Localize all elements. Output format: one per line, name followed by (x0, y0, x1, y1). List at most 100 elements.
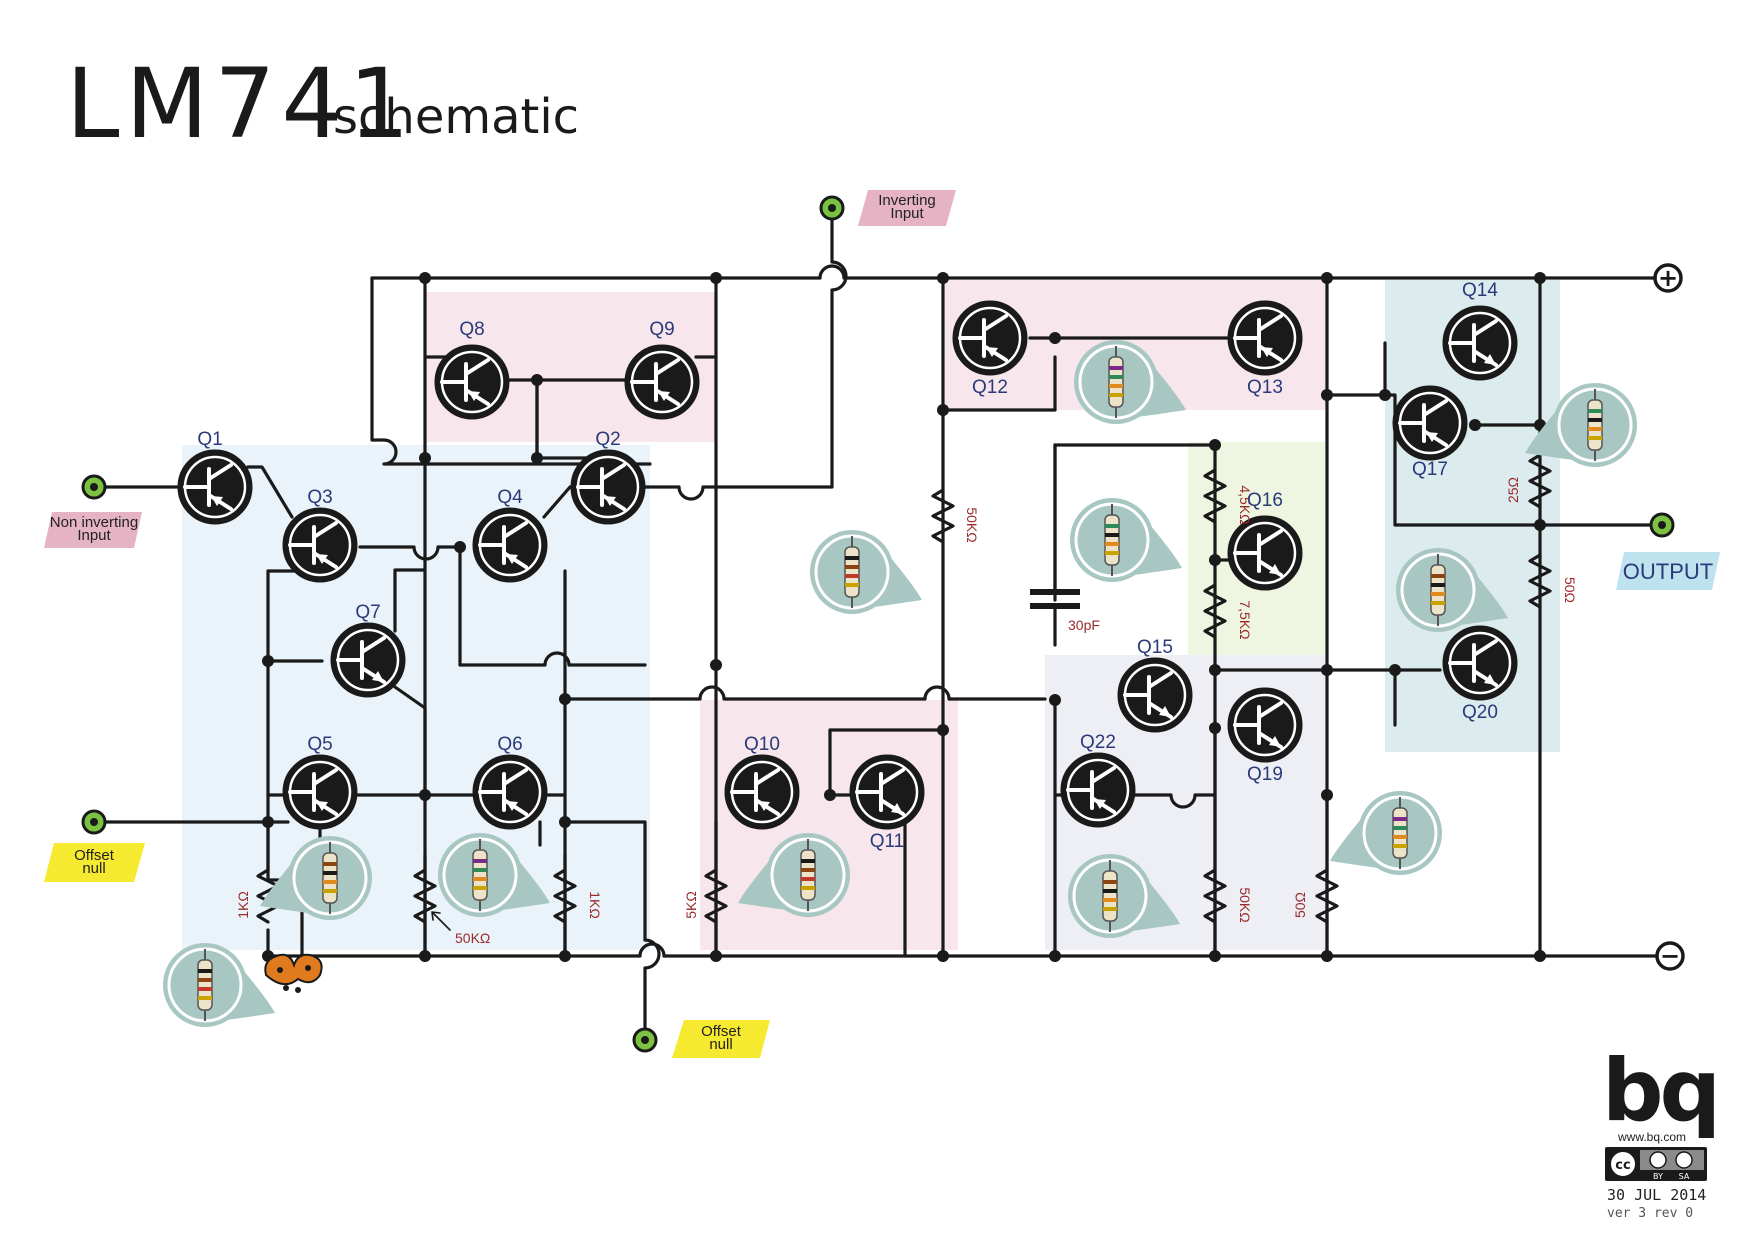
vminus-icon: − (1660, 942, 1680, 970)
junctions (262, 272, 1546, 962)
footer-logo: bq www.bq.com cc BY SA 30 JUL 2014 ver 3… (1602, 1041, 1721, 1221)
resistor-25 (1528, 453, 1552, 509)
label-q10: Q10 (744, 734, 780, 755)
label-offset-null-left: Offset null (44, 843, 145, 882)
label-inverting-input: Inverting Input (858, 190, 956, 226)
by-icon: BY (1653, 1172, 1663, 1181)
capacitor-30pf (1030, 443, 1080, 647)
inverting-input-text: Inverting Input (878, 192, 936, 222)
label-offset-null-bottom: Offset null (672, 1020, 770, 1058)
label-q13: Q13 (1247, 377, 1283, 398)
output-terminal[interactable] (1649, 512, 1675, 538)
label-1k-left: 1KΩ (235, 891, 251, 919)
resistor-badge-icon (810, 530, 922, 614)
label-50-q19: 50Ω (1292, 892, 1308, 918)
offset-null-bottom-text: Offset null (701, 1023, 742, 1053)
label-q14: Q14 (1462, 280, 1498, 301)
output-text: OUTPUT (1623, 559, 1713, 584)
transistor-q10 (724, 754, 800, 830)
cc-license-badge: cc BY SA (1605, 1147, 1707, 1181)
label-q8: Q8 (459, 319, 484, 340)
resistor-1k-right (553, 868, 577, 924)
transistor-q22 (1060, 752, 1136, 828)
resistor-4-5k (1203, 468, 1227, 524)
resistor-badge-icon (438, 833, 550, 917)
brand-url: www.bq.com (1617, 1130, 1686, 1144)
component-labels: 1KΩ 50KΩ 1KΩ 5KΩ 50KΩ 4,5KΩ 7,5KΩ 50KΩ 5… (235, 477, 1578, 946)
label-q5: Q5 (307, 734, 332, 755)
label-q19: Q19 (1247, 764, 1283, 785)
inverting-input-terminal[interactable] (819, 195, 845, 221)
footer-version: ver 3 rev 0 (1607, 1206, 1693, 1221)
label-output: OUTPUT (1616, 552, 1720, 590)
label-q11: Q11 (870, 831, 905, 852)
transistor-q17 (1392, 385, 1468, 461)
resistor-badges (163, 340, 1637, 1027)
transistor-q12 (952, 300, 1028, 376)
resistor-badge-icon (1068, 854, 1180, 938)
resistor-badge-icon (1074, 340, 1186, 424)
cc-icon: cc (1615, 1158, 1630, 1173)
vplus-terminal[interactable]: + (1653, 263, 1683, 293)
label-q7: Q7 (355, 602, 380, 623)
label-50k-mid: 50KΩ (964, 507, 980, 542)
label-4-5k: 4,5KΩ (1237, 485, 1253, 524)
transistor-q5 (282, 754, 358, 830)
non-inverting-input-terminal[interactable] (81, 474, 107, 500)
transistor-q6 (472, 754, 548, 830)
resistor-50k-mid (931, 488, 955, 544)
label-q15: Q15 (1137, 637, 1173, 658)
label-q17: Q17 (1412, 459, 1448, 480)
sa-icon: SA (1679, 1172, 1690, 1181)
transistor-q8 (434, 344, 510, 420)
transistor-q14 (1442, 305, 1518, 381)
transistor-q16 (1227, 515, 1303, 591)
label-50k-pot: 50KΩ (455, 930, 490, 946)
label-q20: Q20 (1462, 702, 1498, 723)
label-q9: Q9 (649, 319, 674, 340)
resistors (256, 453, 1552, 931)
label-5k: 5KΩ (683, 891, 699, 919)
resistor-badge-icon (163, 943, 275, 1027)
transistor-q2 (570, 449, 646, 525)
transistor-q20 (1442, 625, 1518, 701)
label-q6: Q6 (497, 734, 522, 755)
brand-logo: bq (1602, 1041, 1717, 1141)
resistor-50-q19 (1315, 868, 1339, 924)
transistors (177, 300, 1518, 830)
resistor-50k-q22 (1203, 868, 1227, 924)
label-q22: Q22 (1080, 732, 1116, 753)
non-inverting-input-text: Non inverting Input (50, 514, 138, 544)
transistor-q19 (1227, 687, 1303, 763)
resistor-5k (704, 868, 728, 924)
label-non-inverting-input: Non inverting Input (44, 512, 142, 548)
label-q3: Q3 (307, 487, 332, 508)
transistor-q15 (1117, 657, 1193, 733)
label-30pf: 30pF (1068, 617, 1100, 633)
transistor-q1 (177, 449, 253, 525)
label-q4: Q4 (497, 487, 523, 508)
label-25: 25Ω (1505, 477, 1521, 503)
transistor-q13 (1227, 300, 1303, 376)
offset-null-left-terminal[interactable] (81, 809, 107, 835)
label-q1: Q1 (197, 429, 222, 450)
transistor-q11 (849, 754, 925, 830)
label-1k-right: 1KΩ (587, 891, 603, 919)
transistor-q7 (330, 622, 406, 698)
resistor-badge-icon (1070, 498, 1182, 582)
io-terminals: + − (81, 195, 1685, 1053)
resistor-badge-icon (738, 833, 850, 917)
vminus-terminal[interactable]: − (1655, 941, 1685, 971)
resistor-1k-left (256, 868, 280, 924)
vplus-icon: + (1658, 264, 1678, 292)
resistor-7-5k (1203, 583, 1227, 639)
resistor-badge-icon (260, 836, 372, 920)
transistor-labels: Q1 Q2 Q3 Q4 Q5 Q6 Q7 Q8 Q9 Q10 Q11 Q12 Q13 Q14 Q15 Q16 Q… (197, 280, 1498, 852)
transistor-q9 (624, 344, 700, 420)
mascot-icon (264, 953, 323, 993)
label-7-5k: 7,5KΩ (1237, 600, 1253, 639)
resistor-badge-icon (1396, 548, 1508, 632)
label-q2: Q2 (595, 429, 620, 450)
offset-null-bottom-terminal[interactable] (632, 1027, 658, 1053)
